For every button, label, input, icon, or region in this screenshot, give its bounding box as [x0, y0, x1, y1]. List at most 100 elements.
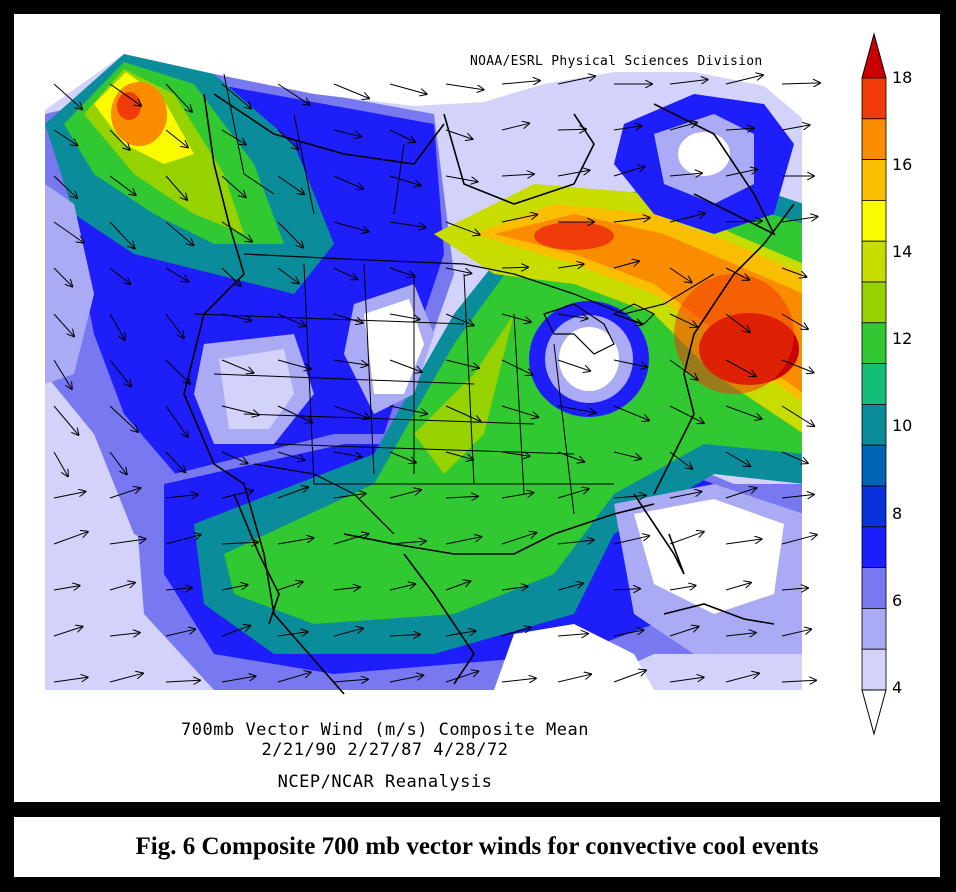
wind-vector-arrow	[781, 451, 808, 463]
wind-vector-arrow	[669, 451, 692, 469]
wind-vector-arrow	[613, 405, 649, 420]
wind-vector-arrow	[445, 537, 481, 545]
wind-vector-arrow	[165, 313, 184, 338]
plot-title-line2: 2/21/90 2/27/87 4/28/72	[261, 740, 509, 760]
wind-vector-arrow	[165, 629, 195, 637]
wind-vector-arrow	[53, 451, 68, 476]
wind-vector-arrow	[221, 676, 256, 683]
wind-vector-arrow	[165, 83, 192, 112]
wind-vector-arrow	[781, 535, 817, 545]
wind-vector-arrow	[501, 81, 540, 84]
wind-vector-arrow	[445, 175, 478, 182]
wind-vector-arrow	[109, 359, 131, 387]
coast-labrador	[653, 103, 776, 236]
colorbar-bottom-arrow	[861, 689, 887, 736]
wind-vector-arrow	[613, 589, 640, 590]
wind-vector-arrow	[53, 586, 80, 590]
wind-vector-arrow	[557, 405, 595, 413]
wind-vector-arrow	[277, 129, 298, 149]
wind-vector-arrow	[557, 170, 590, 177]
colorbar-bin	[861, 240, 887, 283]
wind-vector-arrow	[165, 588, 192, 590]
coast-florida	[633, 493, 685, 575]
colorbar-label-16: 16	[892, 155, 913, 174]
colorbar-label-12: 12	[892, 329, 913, 348]
wind-vector-arrow	[53, 83, 82, 109]
wind-vector-arrow	[109, 673, 143, 683]
state-lines-h1	[193, 313, 614, 485]
wind-vector-arrow	[53, 175, 77, 198]
wind-vector-arrow	[725, 633, 756, 636]
wind-vector-arrow	[333, 451, 362, 457]
colorbar-bin	[861, 77, 887, 120]
wind-vector-arrow	[445, 671, 478, 683]
coast-west	[183, 93, 345, 695]
wind-vector-arrow	[445, 267, 471, 273]
wind-vector-arrow	[109, 175, 136, 195]
field-nw-max-red	[117, 92, 141, 120]
wind-vector-arrow	[781, 495, 814, 499]
wind-vector-arrow	[613, 495, 646, 498]
wind-vector-arrow	[389, 451, 416, 463]
wind-vector-arrow	[781, 313, 808, 329]
wind-vector-arrow	[221, 129, 246, 145]
wind-vector-arrow	[333, 587, 360, 590]
wind-vector-arrow	[725, 451, 750, 466]
wind-vector-arrow	[445, 631, 476, 637]
wind-vector-arrow	[277, 538, 314, 545]
wind-vector-arrow	[445, 581, 470, 591]
wind-vector-arrow	[669, 532, 704, 545]
wind-vector-arrow	[725, 583, 751, 591]
colorbar-bin	[861, 199, 887, 242]
wind-vector-arrow	[557, 489, 589, 499]
wind-vector-arrow	[333, 405, 370, 418]
wind-vector-arrow	[389, 490, 421, 499]
wind-vector-arrow	[613, 670, 646, 683]
wind-vector-arrow	[445, 451, 473, 460]
wind-vector-arrow	[333, 679, 368, 682]
wind-vector-arrow	[53, 492, 85, 499]
wind-vector-arrow	[333, 83, 369, 98]
wind-vector-arrow	[725, 267, 749, 280]
colorbar-bin	[861, 485, 887, 528]
wind-vector-arrow	[165, 267, 188, 282]
wind-vector-arrow	[221, 83, 251, 109]
wind-vector-arrow	[501, 267, 528, 268]
wind-vector-arrow	[725, 169, 757, 177]
field-labrador-white	[678, 132, 730, 176]
wind-vector-arrow	[501, 678, 536, 682]
coast-hudson	[443, 113, 595, 205]
coast-mexico-gulf	[403, 553, 475, 685]
coast-arctic	[213, 93, 445, 165]
colorbar-bin	[861, 363, 887, 405]
wind-vector-arrow	[389, 267, 415, 276]
field-ne-jet-red1	[534, 222, 614, 250]
wind-vector-arrow	[725, 488, 756, 499]
wind-vector-arrow	[109, 451, 127, 474]
wind-vector-arrow	[669, 267, 692, 283]
field-green-plains	[414, 314, 514, 474]
wind-vector-arrow	[725, 673, 759, 683]
wind-vector-arrow	[53, 359, 72, 389]
wind-vector-arrow	[725, 405, 762, 419]
plot-title-line1: 700mb Vector Wind (m/s) Composite Mean	[181, 720, 589, 740]
wind-vector-arrow	[389, 405, 427, 414]
wind-vector-arrow	[445, 313, 474, 325]
colorbar-bin	[861, 608, 887, 650]
wind-vector-arrow	[277, 451, 305, 460]
wind-vector-arrow	[109, 539, 146, 545]
wind-vector-arrow	[53, 677, 88, 683]
field-greatlakes-white	[559, 327, 619, 391]
wind-vector-arrow	[445, 496, 478, 498]
wind-vector-arrow	[333, 267, 357, 279]
credit-text: NOAA/ESRL Physical Sciences Division	[470, 54, 763, 69]
wind-vector-arrow	[277, 632, 308, 636]
wind-vector-arrow	[613, 218, 650, 222]
wind-vector-arrow	[613, 261, 639, 269]
colorbar-label-14: 14	[892, 242, 913, 261]
colorbar	[861, 32, 887, 736]
wind-vector-arrow	[109, 405, 138, 432]
wind-vector-arrow	[221, 585, 248, 591]
wind-vector-arrow	[53, 627, 83, 637]
plot-panel: NOAA/ESRL Physical Sciences Division 700…	[14, 14, 940, 802]
